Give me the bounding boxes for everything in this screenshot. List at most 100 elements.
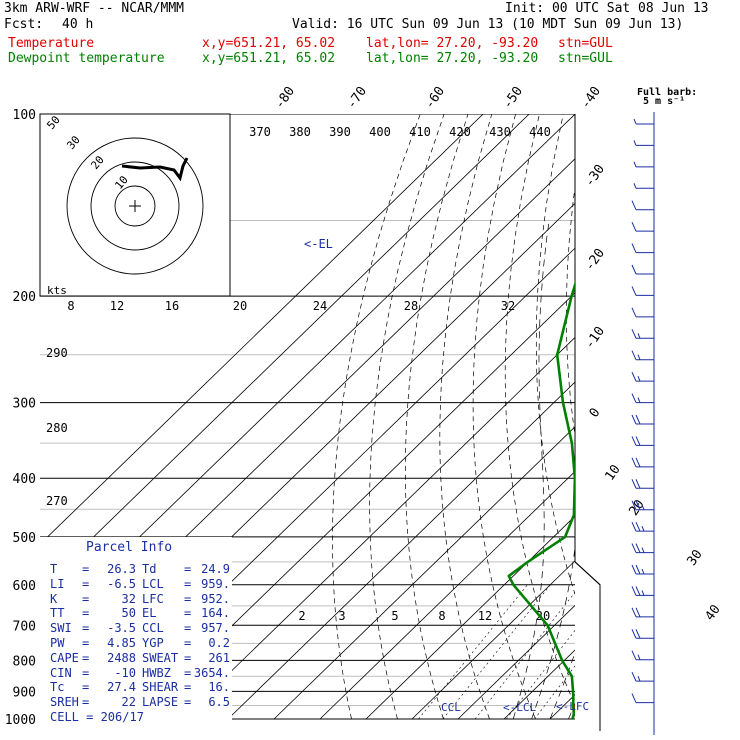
- parcel-field: T: [50, 562, 58, 576]
- speed-tick-label: 32: [501, 299, 515, 313]
- wind-barb-full: [635, 543, 641, 553]
- parcel-field: SHEAR: [142, 680, 179, 695]
- wind-barb: [631, 607, 654, 618]
- pressure-tick-label: 600: [13, 579, 36, 594]
- wind-barb: [631, 200, 654, 211]
- mixing-ratio-label: 12: [478, 609, 492, 623]
- wind-barb-half: [637, 654, 641, 660]
- speed-tick-label: 20: [233, 299, 247, 313]
- theta-label: 440: [529, 125, 551, 139]
- theta-label: 410: [409, 125, 431, 139]
- isotherm-label: -70: [344, 84, 370, 112]
- mixing-ratio-label: 5: [391, 609, 398, 623]
- wind-barb: [631, 693, 654, 704]
- parcel-field: =: [184, 636, 192, 650]
- wind-barb-full: [635, 564, 641, 575]
- speed-tick-label: 12: [110, 299, 124, 313]
- wind-barb-full: [635, 414, 641, 425]
- parcel-field: =: [184, 562, 192, 576]
- wind-barb-half: [633, 161, 637, 168]
- parcel-field: =: [82, 606, 90, 621]
- wind-barb-full: [635, 521, 641, 532]
- wind-barb-half: [641, 504, 645, 510]
- wind-barb-half: [637, 354, 641, 360]
- wind-barb-full: [631, 414, 637, 425]
- wind-barb-full: [631, 564, 637, 575]
- wind-barb-full: [631, 393, 637, 403]
- wind-barb: [631, 414, 654, 425]
- wind-barb-full: [631, 307, 637, 318]
- wind-barb-full: [631, 329, 637, 339]
- dry-adiabat: [535, 114, 575, 596]
- parcel-field: LI: [50, 576, 65, 591]
- dewpoint-profile: [507, 280, 575, 720]
- parcel-field: 3654.: [193, 665, 230, 680]
- parcel-field: =: [82, 695, 90, 710]
- parcel-field: 2488: [107, 650, 136, 665]
- parcel-field: 261: [208, 650, 230, 665]
- parcel-path: [579, 443, 705, 719]
- parcel-field: 164.: [201, 606, 230, 621]
- theta-label: 390: [329, 125, 351, 139]
- sounding-profiles: [507, 280, 705, 720]
- wind-barb-full: [635, 436, 641, 446]
- dry-adiabat: [596, 114, 720, 719]
- speed-tick-label: 28: [404, 299, 418, 313]
- wind-barb-full: [635, 629, 641, 639]
- parcel-field: 26.3: [107, 562, 136, 576]
- wind-barb: [631, 521, 654, 532]
- parcel-field: =: [184, 695, 192, 710]
- valid-time: Valid: 16 UTC Sun 09 Jun 13 (10 MDT Sun …: [292, 17, 684, 32]
- parcel-field: LAPSE: [142, 695, 179, 710]
- isotherm-label: -50: [500, 84, 526, 112]
- hodograph-ring: [66, 137, 204, 275]
- isotherm-label: 30: [684, 547, 705, 568]
- temperature-station: stn=GUL: [558, 36, 613, 51]
- isotherm-line: [227, 381, 575, 720]
- parcel-field: =: [82, 576, 90, 591]
- wind-barb-full: [631, 350, 637, 360]
- wind-barb-half: [637, 397, 641, 403]
- isotherm-line: [319, 470, 575, 720]
- wind-barb-full: [635, 607, 641, 618]
- temperature-xy: x,y=651.21, 65.02: [202, 36, 336, 51]
- forecast-label: Fcst:: [4, 17, 44, 32]
- moist-adiabat: [531, 545, 575, 720]
- wind-barb-full: [631, 457, 637, 468]
- lcl-annotation: <-LCL: [503, 701, 536, 714]
- dry-adiabat: [405, 114, 469, 720]
- wind-barb: [631, 393, 654, 404]
- barb-legend-title: Full barb:: [637, 87, 697, 98]
- theta-label: 400: [369, 125, 391, 139]
- temperature-latlon: lat,lon= 27.20, -93.20: [366, 36, 539, 51]
- parcel-field: =: [184, 606, 192, 621]
- parcel-field: =: [184, 665, 192, 680]
- wind-barb-full: [631, 221, 637, 232]
- parcel-field: Td: [142, 562, 157, 576]
- wind-barb: [631, 671, 654, 682]
- parcel-field: =: [82, 665, 90, 680]
- isotherm-label: 20: [626, 497, 647, 518]
- theta-left-label: 270: [46, 494, 68, 508]
- isotherm-label: -80: [272, 84, 298, 112]
- wind-barb: [631, 479, 654, 489]
- mixing-ratio-line: [534, 665, 575, 720]
- diagram-boundary: [574, 114, 601, 731]
- wind-barb-full: [631, 693, 637, 703]
- parcel-field: =: [82, 591, 90, 606]
- dry-adiabat: [678, 114, 740, 719]
- dewpoint-station: stn=GUL: [558, 51, 613, 66]
- mixing-ratio-line: [418, 584, 528, 720]
- parcel-field: =: [184, 650, 192, 665]
- wind-barb-full: [631, 264, 637, 275]
- dewpoint-xy: x,y=651.21, 65.02: [202, 51, 336, 66]
- parcel-field: =: [82, 562, 90, 576]
- dry-adiabat: [651, 114, 740, 719]
- isotherm-line: [135, 292, 575, 720]
- dry-adiabat: [504, 114, 575, 706]
- init-time: Init: 00 UTC Sat 08 Jun 13: [505, 1, 709, 16]
- isotherm-line: [365, 515, 575, 720]
- isotherm-line: [411, 560, 575, 720]
- parcel-field: =: [82, 636, 90, 650]
